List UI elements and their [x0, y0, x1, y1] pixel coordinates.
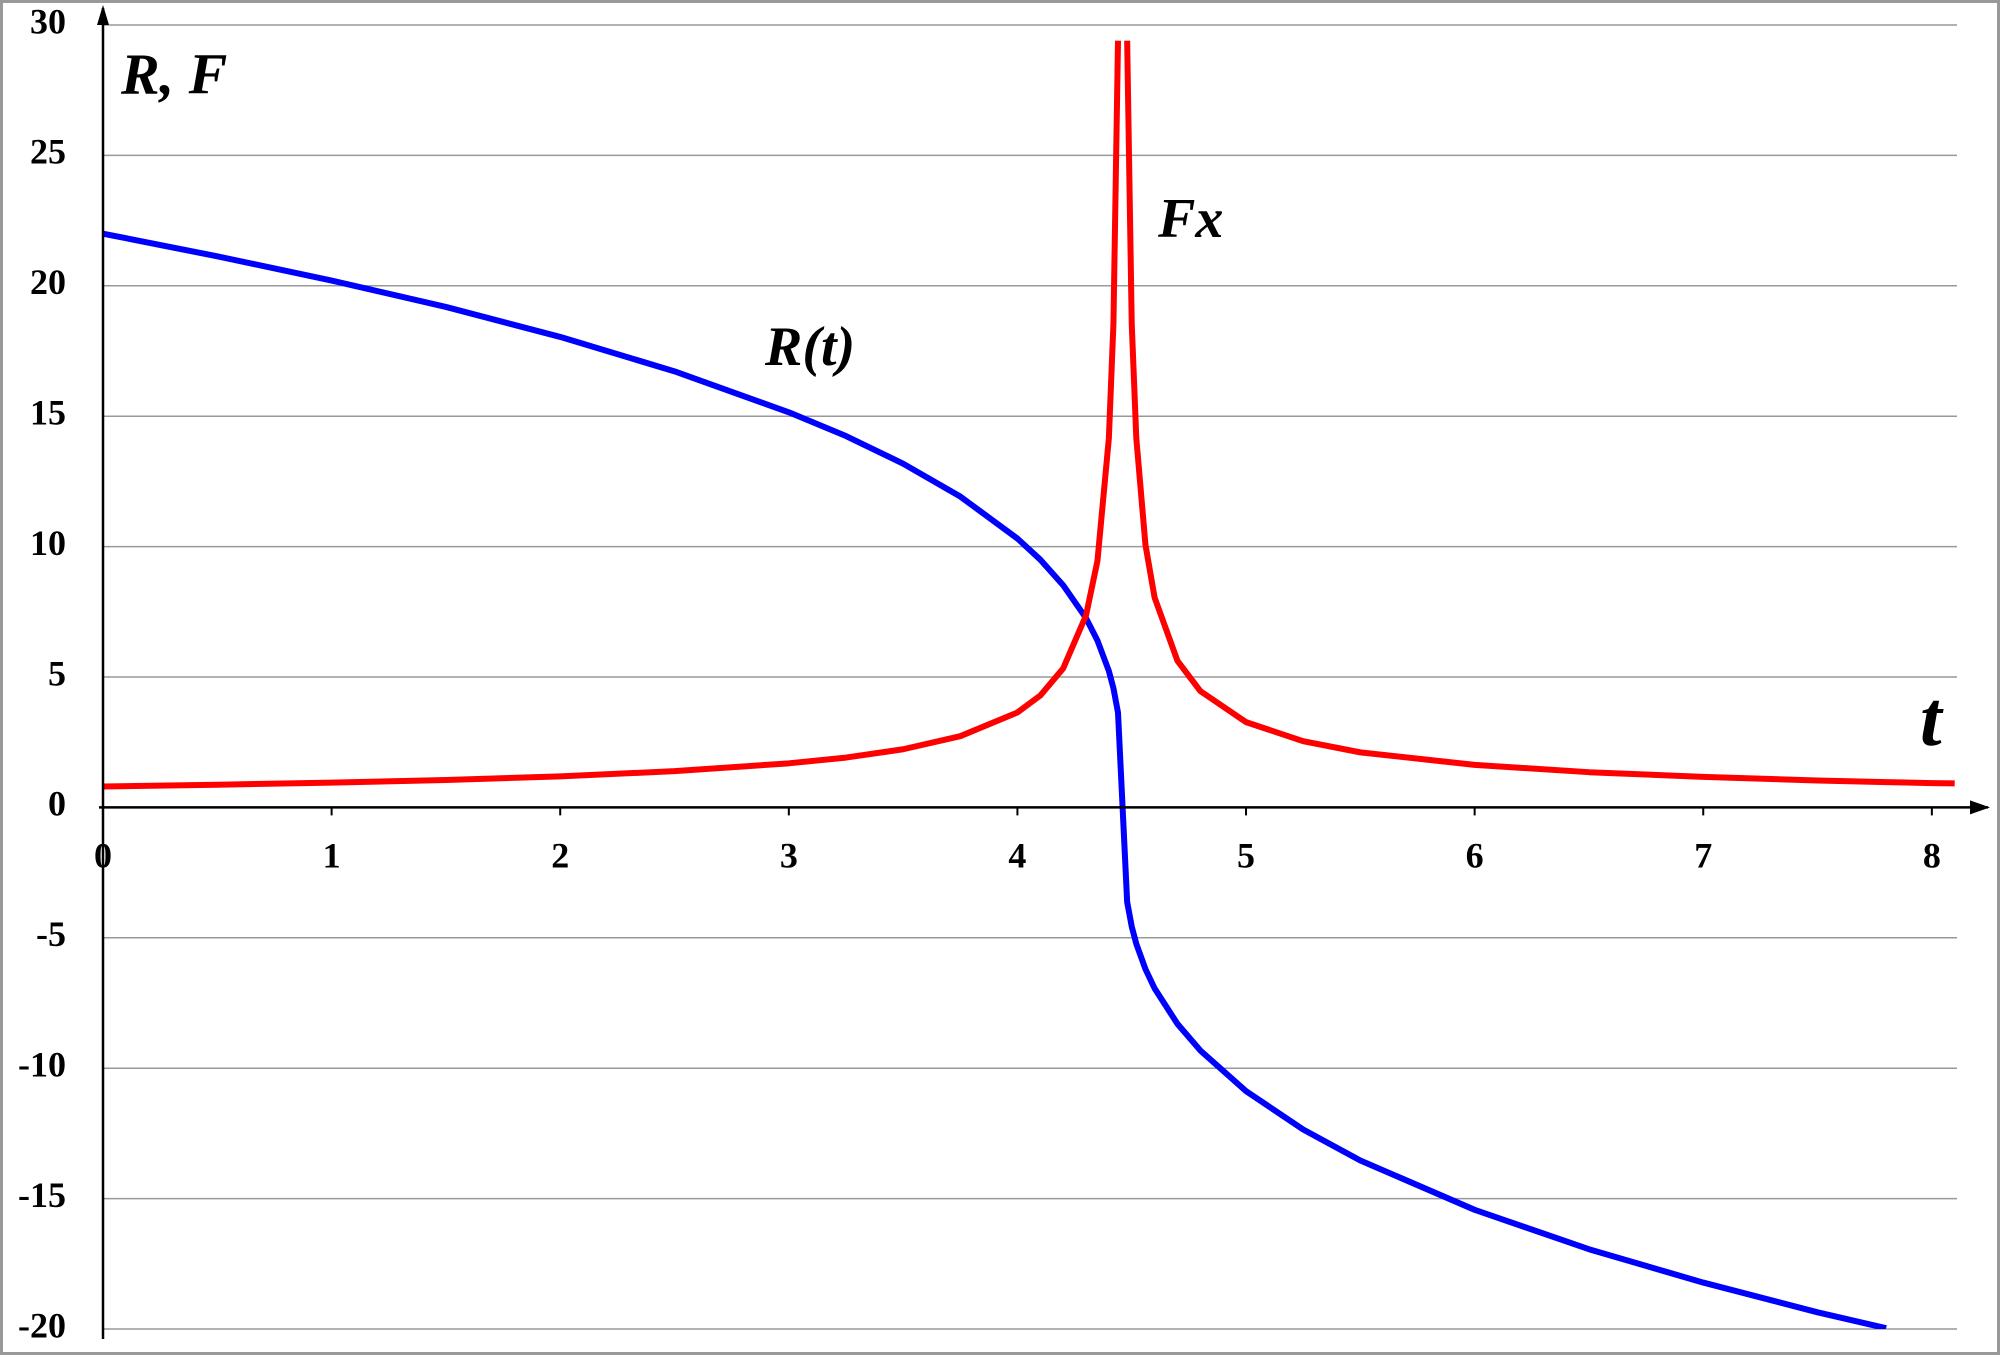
y-axis-label: R, F [120, 41, 227, 106]
y-tick-label: 0 [48, 784, 66, 824]
y-tick-label: -20 [18, 1305, 66, 1345]
grid [103, 24, 1957, 1330]
y-tick-label: 30 [30, 1, 66, 41]
plot-area [103, 40, 1955, 1329]
x-axis-label: t [1920, 675, 1944, 762]
y-tick-label: -10 [18, 1044, 66, 1084]
x-tick-label: 7 [1694, 836, 1712, 876]
y-tick-label: 10 [30, 523, 66, 563]
y-tick-label: -5 [36, 914, 66, 954]
y-tick-label: 15 [30, 392, 66, 432]
y-axis-arrow [97, 5, 109, 25]
x-tick-label: 2 [551, 836, 569, 876]
x-axis-arrow [1970, 800, 1990, 815]
x-tick-label: 4 [1008, 836, 1026, 876]
x-tick-label: 1 [323, 836, 341, 876]
x-tick-label: 6 [1466, 836, 1484, 876]
x-tick-label: 8 [1923, 836, 1941, 876]
y-tick-label: 20 [30, 262, 66, 302]
axes: -20-15-10-5051015202530012345678 [18, 1, 1990, 1345]
y-tick-label: -15 [18, 1175, 66, 1215]
series-line [103, 230, 1887, 1329]
x-tick-label: 5 [1237, 836, 1255, 876]
y-tick-label: 5 [48, 653, 66, 693]
series-line [103, 40, 1955, 790]
y-tick-label: 25 [30, 132, 66, 172]
series-label: R(t) [764, 316, 855, 378]
x-tick-label: 3 [780, 836, 798, 876]
series-label: Fx [1157, 188, 1223, 250]
